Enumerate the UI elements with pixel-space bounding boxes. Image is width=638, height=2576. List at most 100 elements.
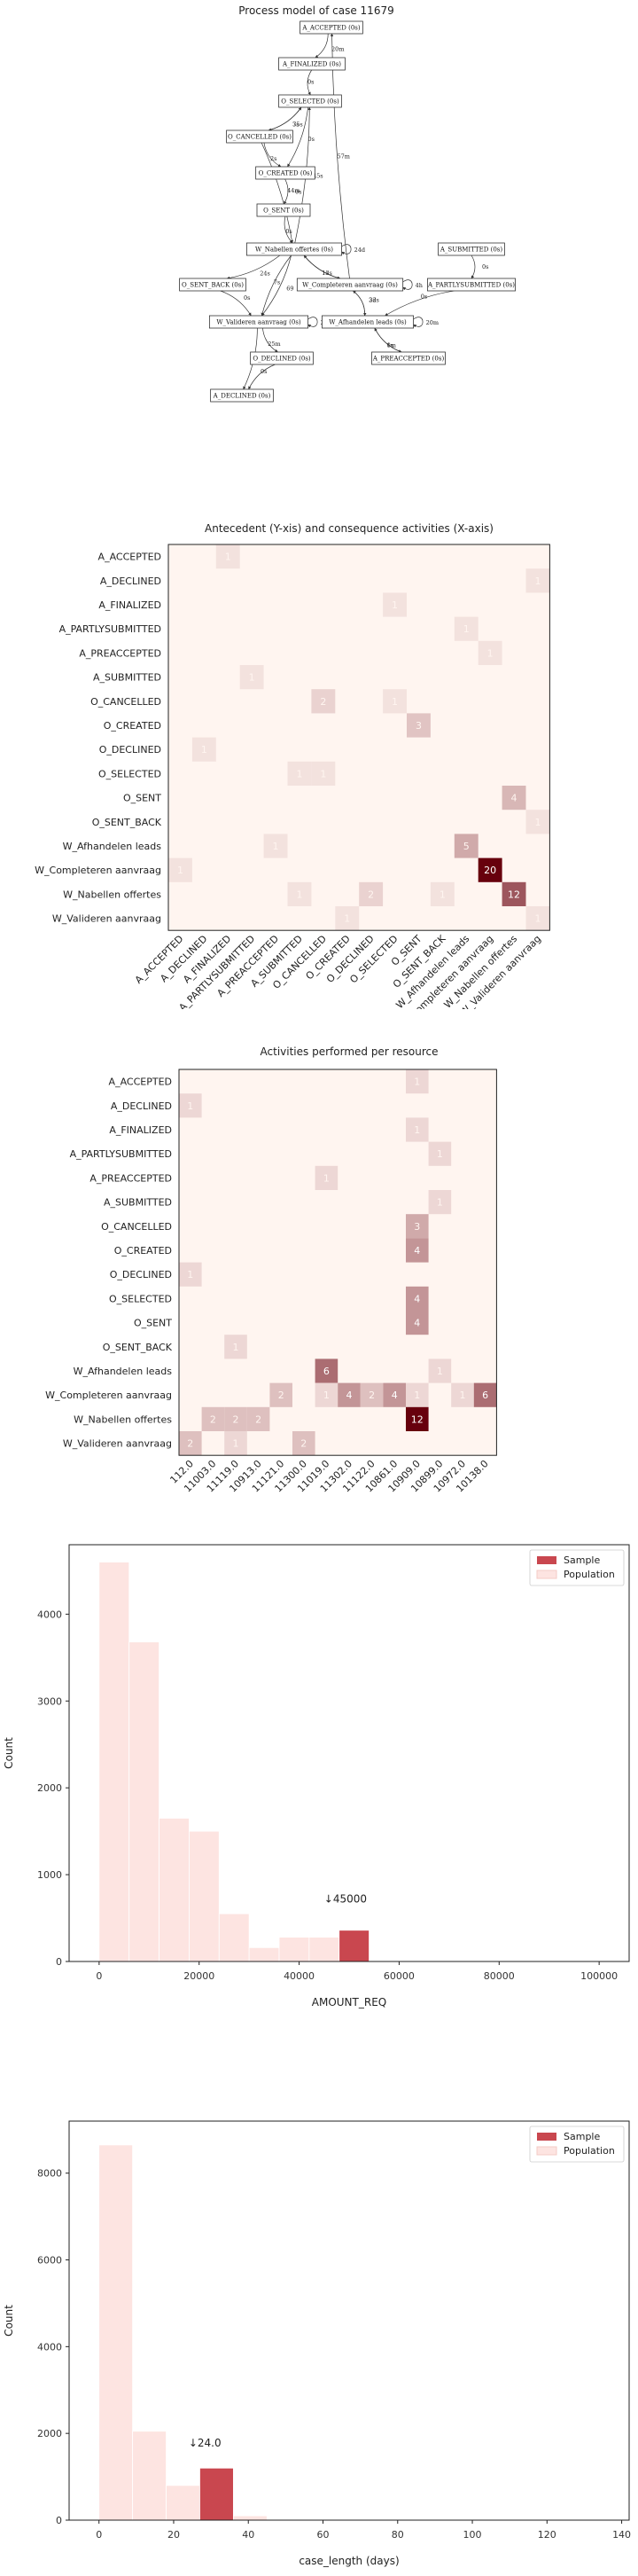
heatmap-cell (311, 761, 336, 786)
process-edge-label: 0s (387, 341, 393, 348)
x-axis-label: AMOUNT_REQ (312, 1996, 386, 2008)
y-tick-label: 8000 (37, 2168, 62, 2180)
process-edge-line (268, 106, 302, 131)
heatmap-cell-value: 1 (187, 1269, 193, 1280)
heatmap-y-label: W_Completeren aanvraag (45, 1390, 172, 1401)
process-node-label: A_ACCEPTED (0s) (301, 25, 361, 32)
heatmap-y-label: O_CANCELLED (90, 696, 161, 708)
legend-swatch (536, 2146, 557, 2156)
heatmap-cell (383, 1382, 406, 1407)
process-node-label: O_DECLINED (0s) (253, 356, 311, 363)
heatmap-cell-value: 3 (416, 720, 422, 732)
heatmap-cell-value: 1 (320, 768, 326, 779)
heatmap-cell-value: 4 (414, 1293, 420, 1304)
heatmap-cell (224, 1431, 247, 1456)
heatmap-y-label: O_SENT (123, 793, 161, 804)
heatmap-y-label: W_Afhandelen leads (63, 841, 162, 852)
process-node-label: W_Completeren aanvraag (0s) (302, 282, 398, 289)
heatmap-cell (168, 857, 192, 882)
heatmap1-title: Antecedent (Y-xis) and consequence activ… (205, 522, 494, 535)
y-tick-label: 6000 (37, 2255, 62, 2267)
process-edge-line (263, 142, 282, 168)
process-node: O_CANCELLED (0s) (226, 129, 293, 144)
process-node-label: A_FINALIZED (0s) (282, 61, 341, 68)
population-bar (132, 2431, 167, 2521)
heatmap-y-label: A_PREACCEPTED (79, 647, 161, 659)
heatmap-cell-value: 1 (460, 1390, 466, 1401)
heatmap-y-label: A_SUBMITTED (93, 672, 161, 684)
process-edge-line (248, 364, 276, 390)
process-edge-label: 1m (387, 341, 396, 348)
process-edge-label: 20m (331, 45, 344, 52)
resource-heatmap-panel: Activities performed per resource 1 1 1 1 1 1… (0, 1034, 638, 1495)
x-tick-label: 120 (538, 2529, 556, 2541)
heatmap-y-label: W_Valideren aanvraag (63, 1438, 172, 1450)
population-bar (232, 2515, 268, 2521)
process-edge-label: 20m (426, 319, 439, 326)
process-node-label: O_SENT_BACK (0s) (182, 282, 244, 289)
process-node: O_DECLINED (0s) (250, 351, 314, 365)
process-node-box (255, 166, 315, 180)
heatmap-cell (428, 1141, 452, 1166)
heatmap-cell (246, 1406, 270, 1431)
heatmap-cell-value: 1 (440, 889, 446, 900)
heatmap-cell-value: 2 (233, 1413, 239, 1425)
heatmap-cell (428, 1358, 452, 1383)
process-edge-line (471, 254, 476, 279)
process-edge-line (261, 254, 292, 317)
heatmap-cell (451, 1382, 474, 1407)
heatmap-cell (263, 834, 288, 858)
legend-swatch (537, 1556, 556, 1564)
heatmap-cell (406, 1117, 429, 1142)
process-edge-line (287, 106, 308, 168)
process-node: A_PARTLYSUBMITTED (0s) (427, 278, 516, 292)
process-edge-label: 69 (286, 286, 293, 293)
legend-label: Sample (564, 1554, 600, 1566)
process-edge-label: 7s (292, 121, 299, 129)
heatmap-cell (478, 640, 502, 665)
heatmap-cell-value: 3 (414, 1221, 420, 1233)
heatmap-cell (406, 1382, 429, 1407)
heatmap-cell (315, 1165, 338, 1190)
population-bar (278, 1937, 310, 1962)
heatmap-y-label: A_PARTLYSUBMITTED (59, 623, 161, 635)
process-edge-line (261, 254, 292, 317)
heatmap-cell (525, 906, 550, 931)
heatmap-frame (178, 1069, 497, 1456)
heatmap-cell (315, 1382, 338, 1407)
heatmap-cell-value: 6 (323, 1366, 330, 1377)
antecedent-heatmap-panel: Antecedent (Y-xis) and consequence activ… (0, 513, 638, 1030)
heatmap-y-label: A_DECLINED (111, 1100, 172, 1112)
heatmap-cell (383, 689, 407, 714)
x-tick-label: 60000 (384, 1970, 415, 1982)
heatmap-cell-value: 1 (437, 1148, 443, 1160)
process-node-box (278, 94, 342, 108)
process-node: A_ACCEPTED (0s) (300, 20, 363, 35)
heatmap-cell-value: 1 (225, 552, 231, 563)
process-edge-line (341, 244, 352, 255)
y-tick-label: 2000 (37, 1782, 62, 1794)
process-node-box (226, 129, 293, 144)
heatmap-cell-value: 2 (187, 1438, 193, 1450)
y-axis-label: Count (3, 2305, 15, 2337)
process-edge-line (374, 327, 402, 353)
x-tick-label: 80000 (484, 1970, 515, 1982)
heatmap-y-label: W_Completeren aanvraag (35, 865, 161, 876)
heatmap-cell (224, 1335, 247, 1359)
process-node-label: O_SELECTED (0s) (281, 98, 339, 106)
process-edge-line (303, 254, 341, 279)
process-model-title: Process model of case 11679 (238, 4, 393, 17)
process-edge-label: 57m (338, 153, 350, 161)
process-node-box (300, 20, 363, 35)
process-edge-label: 0s (482, 263, 488, 270)
heatmap-cell-value: 4 (511, 793, 517, 804)
process-edge-line (307, 69, 312, 96)
process-edge: 35s (268, 106, 303, 131)
process-node: O_SENT (0s) (256, 203, 311, 217)
x-tick-label: 40000 (284, 1970, 315, 1982)
heatmap-y-label: A_DECLINED (100, 575, 161, 587)
heatmap-cell-value: 1 (323, 1172, 330, 1184)
process-node: A_SUBMITTED (0s) (438, 242, 505, 256)
heatmap-cell-value: 1 (249, 672, 255, 684)
